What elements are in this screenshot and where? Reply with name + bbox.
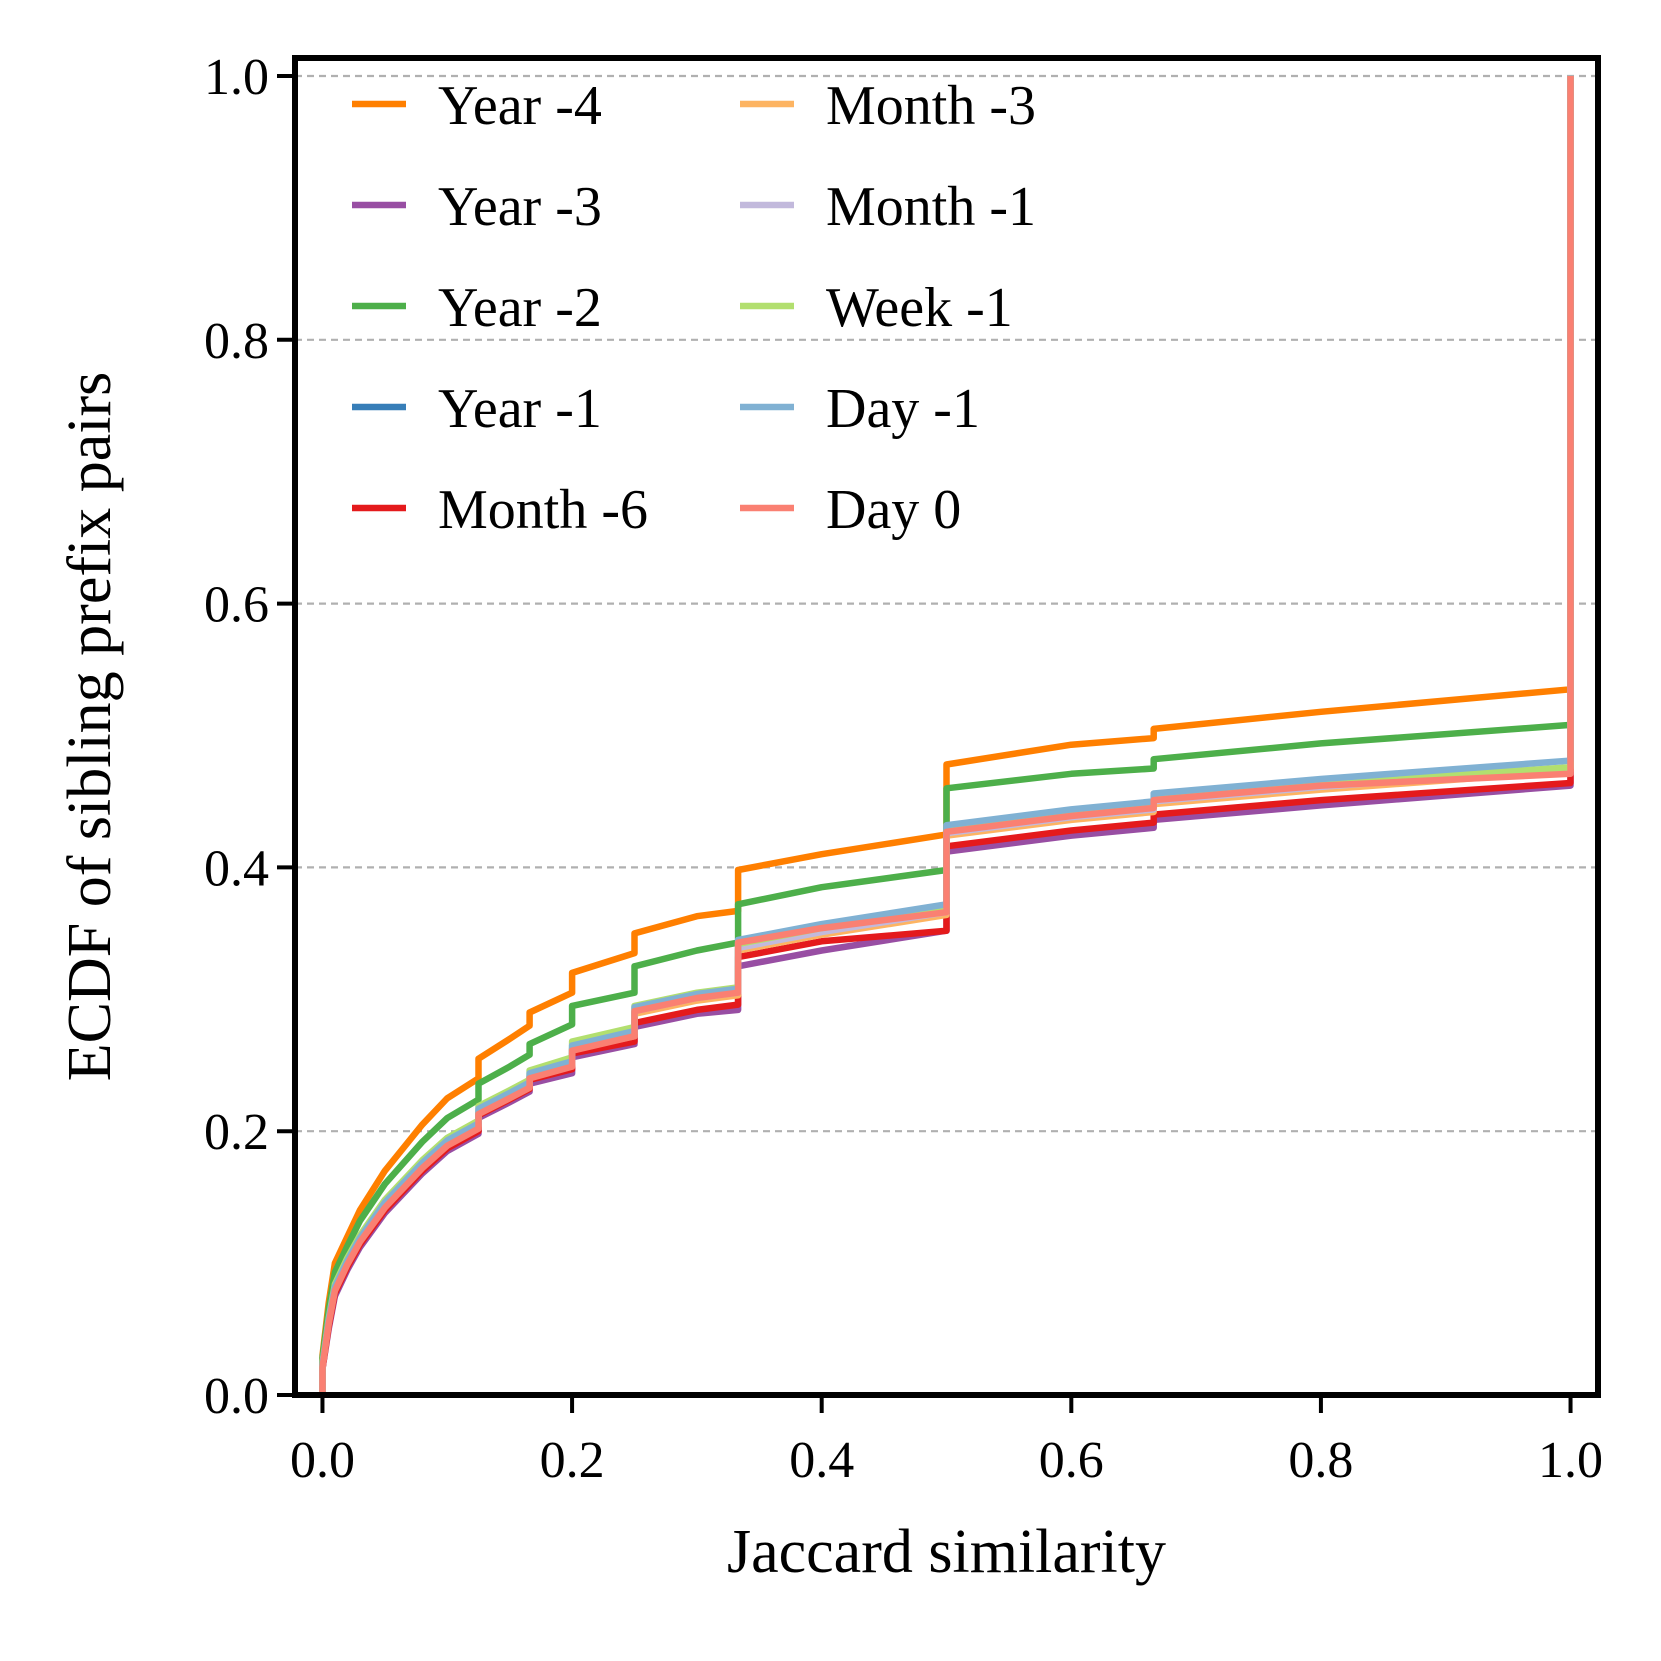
series-line-yearminus4: [319, 76, 1574, 1395]
plot-frame: [292, 55, 1601, 1398]
legend-label-year-minus-3: Year -3: [438, 176, 602, 238]
series-line-dayminus1: [319, 76, 1574, 1395]
y-tick-label-0: 0.0: [204, 1368, 269, 1425]
series-line-monthminus3: [319, 76, 1574, 1395]
ticks-layer: 0.0 0.2 0.4 0.6 0.8 1.0 0.0 0.2 0.4 0.6 0.8 1.0: [204, 49, 1603, 1489]
x-tick-label-0: 0.0: [290, 1432, 355, 1489]
legend-label-year-minus-2: Year -2: [438, 277, 602, 339]
x-axis-title: Jaccard similarity: [727, 1518, 1166, 1586]
legend-label-week-minus-1: Week -1: [826, 277, 1013, 339]
legend-label-day-minus-1: Day -1: [826, 378, 980, 440]
series-line-monthminus1: [319, 76, 1574, 1395]
y-tick-label-4: 0.8: [204, 313, 269, 370]
y-tick-label-3: 0.6: [204, 577, 269, 634]
x-tick-label-5: 1.0: [1538, 1432, 1603, 1489]
y-axis-title: ECDF of sibling prefix pairs: [56, 372, 124, 1082]
series-line-yearminus2: [319, 76, 1574, 1395]
legend-label-year-minus-1: Year -1: [438, 378, 602, 440]
legend-label-year-minus-4: Year -4: [438, 75, 602, 137]
y-tick-label-1: 0.2: [204, 1104, 269, 1161]
x-tick-label-3: 0.6: [1039, 1432, 1104, 1489]
legend-label-month-minus-3: Month -3: [826, 75, 1036, 137]
series-layer: [319, 76, 1574, 1395]
legend-label-day-0: Day 0: [826, 479, 961, 541]
series-line-monthminus6: [319, 76, 1574, 1395]
legend-label-month-minus-6: Month -6: [438, 479, 648, 541]
legend: Year -4 Year -3 Year -2 Year -1 Month -6 Mont…: [352, 75, 1036, 541]
x-tick-label-4: 0.8: [1288, 1432, 1353, 1489]
y-tick-label-2: 0.4: [204, 840, 269, 897]
series-line-day0: [319, 76, 1574, 1395]
legend-label-month-minus-1: Month -1: [826, 176, 1036, 238]
series-line-yearminus3: [319, 76, 1574, 1395]
y-tick-label-5: 1.0: [204, 49, 269, 106]
series-line-yearminus1: [319, 76, 1574, 1395]
x-tick-label-1: 0.2: [540, 1432, 605, 1489]
x-tick-label-2: 0.4: [789, 1432, 854, 1489]
series-line-weekminus1: [319, 76, 1574, 1395]
